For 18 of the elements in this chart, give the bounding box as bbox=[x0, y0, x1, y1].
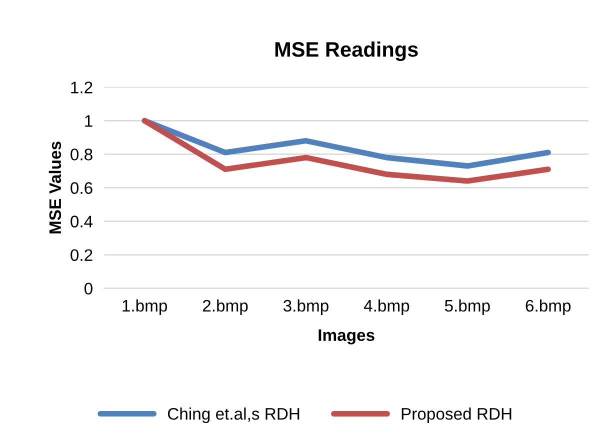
x-tick-label: 2.bmp bbox=[202, 299, 248, 315]
x-tick-label: 5.bmp bbox=[444, 299, 490, 315]
y-axis-title: MSE Values bbox=[48, 142, 62, 234]
y-tick-label: 1.2 bbox=[71, 82, 92, 94]
x-axis-title: Images bbox=[318, 329, 374, 344]
x-tick-label: 3.bmp bbox=[283, 299, 328, 315]
y-tick-label: 1 bbox=[85, 115, 92, 127]
legend-label: Ching et.al,s RDH bbox=[168, 408, 300, 424]
x-tick-label: 1.bmp bbox=[122, 299, 168, 315]
y-tick-label: 0.2 bbox=[70, 249, 92, 261]
y-tick-label: 0 bbox=[84, 282, 92, 295]
x-tick-label: 6.bmp bbox=[526, 299, 571, 315]
y-tick-label: 0.4 bbox=[70, 216, 93, 228]
x-tick-label: 4.bmp bbox=[364, 299, 410, 315]
y-tick-label: 0.6 bbox=[70, 182, 92, 194]
legend-label: Proposed RDH bbox=[402, 408, 512, 424]
chart-title: MSE Readings bbox=[275, 42, 418, 62]
y-tick-label: 0.8 bbox=[70, 148, 92, 160]
